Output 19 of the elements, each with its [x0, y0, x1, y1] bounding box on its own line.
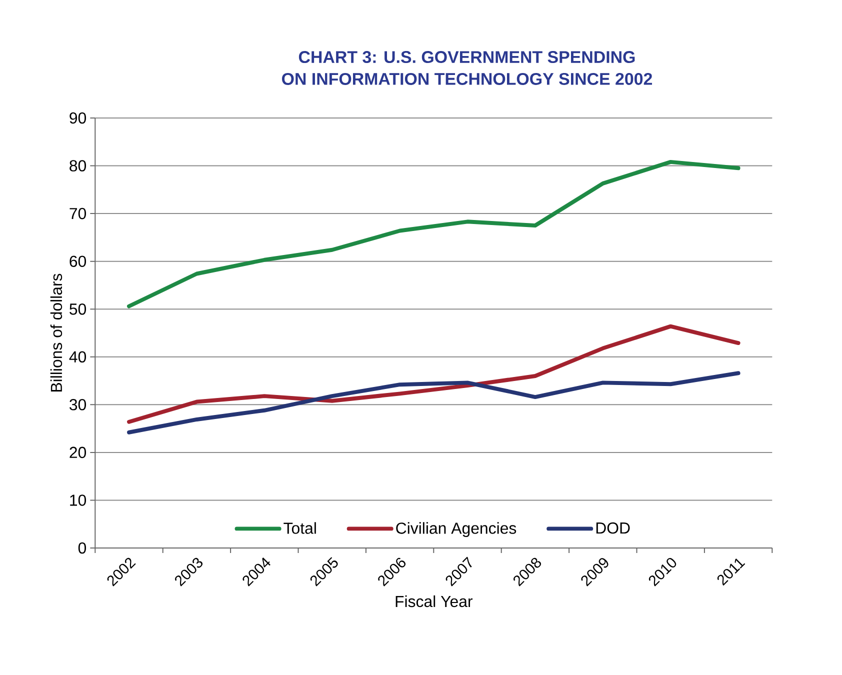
legend-label: DOD — [596, 522, 630, 534]
legend-label: Civilian Agencies — [396, 522, 516, 538]
chart-title: CHART 3: U.S. GOVERNMENT SPENDING ON INFORMATION TECHNOLOGY SINCE 2002 — [282, 51, 652, 85]
y-tick-label: 20 — [70, 446, 86, 458]
y-tick-label: 0 — [78, 542, 86, 554]
line-series — [127, 324, 740, 424]
y-tick-label: 90 — [70, 112, 86, 124]
y-tick-label: 30 — [70, 399, 86, 410]
legend-label: Total — [284, 522, 316, 534]
y-tick-label: 50 — [70, 303, 86, 315]
line-series — [127, 371, 740, 434]
y-tick-label: 80 — [70, 160, 86, 172]
y-tick-label: 10 — [70, 494, 86, 506]
y-tick-label: 70 — [70, 208, 86, 220]
line-series — [127, 160, 740, 308]
y-axis-title: Billions of dollars — [50, 274, 62, 392]
y-tick-label: 60 — [70, 256, 86, 267]
x-axis-title: Fiscal Year — [396, 595, 473, 608]
y-tick-label: 40 — [69, 351, 86, 363]
